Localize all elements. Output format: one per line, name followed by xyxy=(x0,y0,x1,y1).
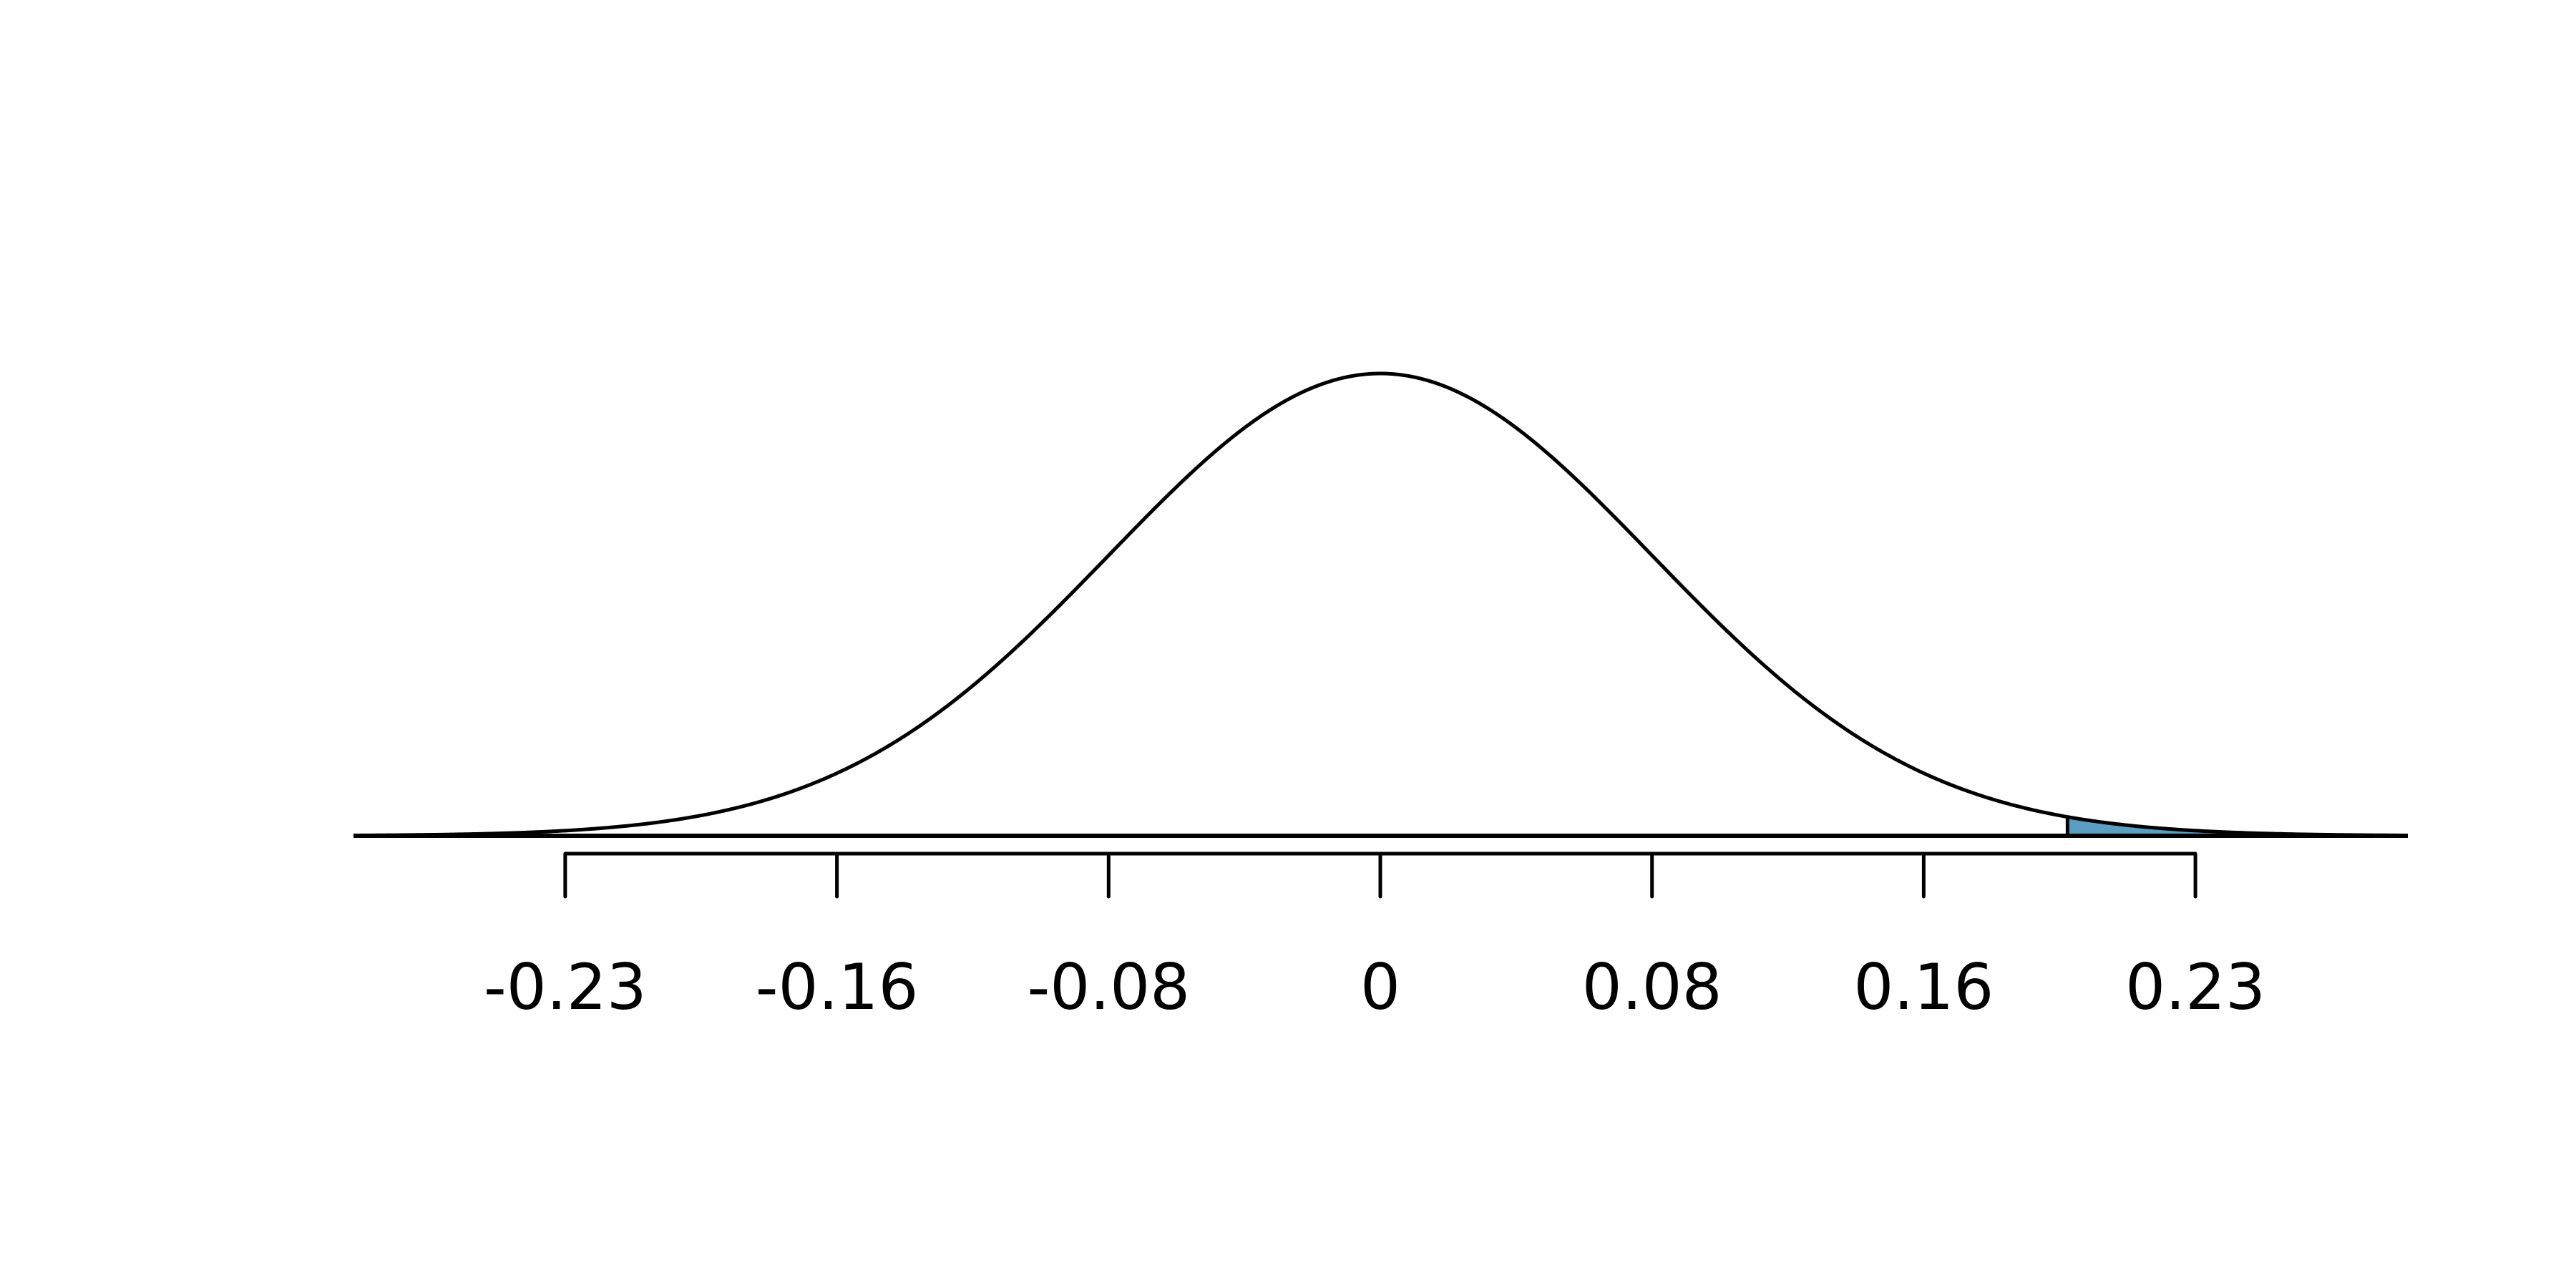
tick-label: 0.16 xyxy=(1853,950,1994,1024)
density-curve xyxy=(353,371,2406,837)
tick-label: -0.23 xyxy=(484,950,647,1024)
tick-label: 0.23 xyxy=(2125,950,2265,1024)
shaded-tail-area xyxy=(2067,816,2408,836)
tick-label: 0.08 xyxy=(1582,950,1722,1024)
tick-label: 0 xyxy=(1360,950,1400,1024)
tick-label: -0.16 xyxy=(756,950,919,1024)
tick-label: -0.08 xyxy=(1027,950,1190,1024)
x-axis: -0.23 -0.16 -0.08 0 0.08 0.16 0.23 xyxy=(484,852,2265,1024)
